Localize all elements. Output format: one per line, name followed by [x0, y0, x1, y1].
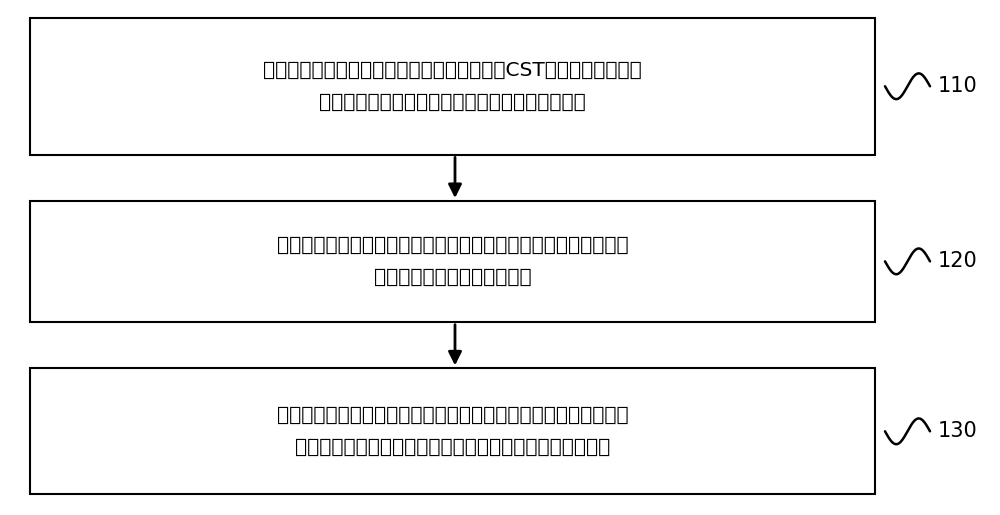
FancyBboxPatch shape [30, 201, 875, 322]
FancyBboxPatch shape [30, 18, 875, 154]
Text: 以及与流场图像对应的网格点信息，作为训练样本: 以及与流场图像对应的网格点信息，作为训练样本 [319, 93, 586, 112]
Text: 通过训练样本、控制条件以及优化目标训练生成条件生成对抗网络: 通过训练样本、控制条件以及优化目标训练生成条件生成对抗网络 [277, 406, 628, 425]
Text: 络模型的控制条件和优化目标: 络模型的控制条件和优化目标 [374, 268, 531, 287]
Text: 确定超临界翅型的实验条件及性能评价，分别作为条件生成对抗网: 确定超临界翅型的实验条件及性能评价，分别作为条件生成对抗网 [277, 236, 628, 255]
Text: 根据参考翅型获取翅型图像、翅型图像对应的CST参数、流场图像，: 根据参考翅型获取翅型图像、翅型图像对应的CST参数、流场图像， [263, 61, 642, 80]
FancyBboxPatch shape [30, 368, 875, 494]
Text: 120: 120 [938, 251, 978, 271]
Text: 110: 110 [938, 76, 978, 96]
Text: 模型，并获取条件生成对抗网络模型输出的目标超临界翅型: 模型，并获取条件生成对抗网络模型输出的目标超临界翅型 [295, 438, 610, 457]
Text: 130: 130 [938, 421, 978, 441]
